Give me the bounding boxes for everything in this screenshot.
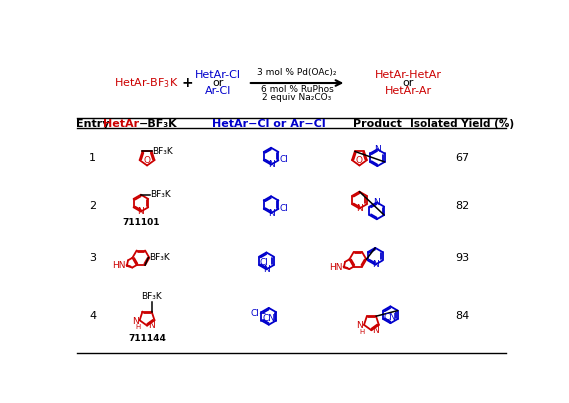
Text: N: N xyxy=(372,326,379,335)
Text: N: N xyxy=(267,209,274,218)
Text: CN: CN xyxy=(384,313,397,322)
Text: Product: Product xyxy=(353,119,402,129)
Text: O: O xyxy=(356,156,363,165)
Text: N: N xyxy=(357,321,363,330)
Text: N: N xyxy=(263,265,270,274)
Text: HetAr−Cl or Ar−Cl: HetAr−Cl or Ar−Cl xyxy=(212,119,325,129)
Text: N: N xyxy=(372,260,378,269)
Text: 82: 82 xyxy=(455,201,469,211)
Text: HetAr-HetAr: HetAr-HetAr xyxy=(375,70,442,79)
Text: Cl−: Cl− xyxy=(251,309,267,318)
Text: Isolated Yield (%): Isolated Yield (%) xyxy=(410,119,514,129)
Text: N: N xyxy=(356,204,363,213)
Text: H: H xyxy=(360,329,365,335)
Text: N: N xyxy=(373,198,380,207)
Text: 4: 4 xyxy=(89,312,96,321)
Text: HetAr-BF$_3$K: HetAr-BF$_3$K xyxy=(114,76,179,90)
Text: +: + xyxy=(182,76,193,90)
Text: 3 mol % Pd(OAc)₂: 3 mol % Pd(OAc)₂ xyxy=(257,69,337,77)
Text: 84: 84 xyxy=(455,312,469,321)
Text: 711101: 711101 xyxy=(122,218,160,227)
Text: Cl: Cl xyxy=(279,204,288,213)
Text: −BF₃K: −BF₃K xyxy=(139,119,178,129)
Text: Cl: Cl xyxy=(260,258,269,267)
Text: HetAr-Cl: HetAr-Cl xyxy=(195,70,241,79)
Text: or: or xyxy=(402,78,414,88)
Text: CN: CN xyxy=(262,314,275,323)
Text: 2 equiv Na₂CO₃: 2 equiv Na₂CO₃ xyxy=(262,93,332,102)
Text: N: N xyxy=(374,145,381,154)
Text: N: N xyxy=(267,160,274,169)
Text: N: N xyxy=(138,207,145,216)
Text: 67: 67 xyxy=(455,153,469,163)
Text: H: H xyxy=(135,324,141,330)
Text: or: or xyxy=(213,78,224,88)
Text: 711144: 711144 xyxy=(128,334,166,343)
Text: N: N xyxy=(132,316,139,326)
Text: N: N xyxy=(148,321,155,330)
Text: O: O xyxy=(143,156,151,165)
Text: BF₃K: BF₃K xyxy=(150,190,171,199)
Text: 1: 1 xyxy=(89,153,96,163)
Text: 93: 93 xyxy=(455,253,469,263)
Text: BF₃K: BF₃K xyxy=(141,292,162,301)
Text: HetAr-Ar: HetAr-Ar xyxy=(385,87,432,96)
Text: BF₃K: BF₃K xyxy=(149,253,170,262)
Text: Cl: Cl xyxy=(279,155,288,164)
Text: HN: HN xyxy=(112,262,125,270)
Text: Ar-Cl: Ar-Cl xyxy=(205,87,232,96)
Text: Entry: Entry xyxy=(76,119,110,129)
Text: HetAr: HetAr xyxy=(103,119,139,129)
Text: HN: HN xyxy=(329,263,343,272)
Text: BF₃K: BF₃K xyxy=(152,147,172,156)
Text: 2: 2 xyxy=(89,201,96,211)
Text: 6 mol % RuPhos: 6 mol % RuPhos xyxy=(261,85,333,93)
Text: 3: 3 xyxy=(89,253,96,263)
